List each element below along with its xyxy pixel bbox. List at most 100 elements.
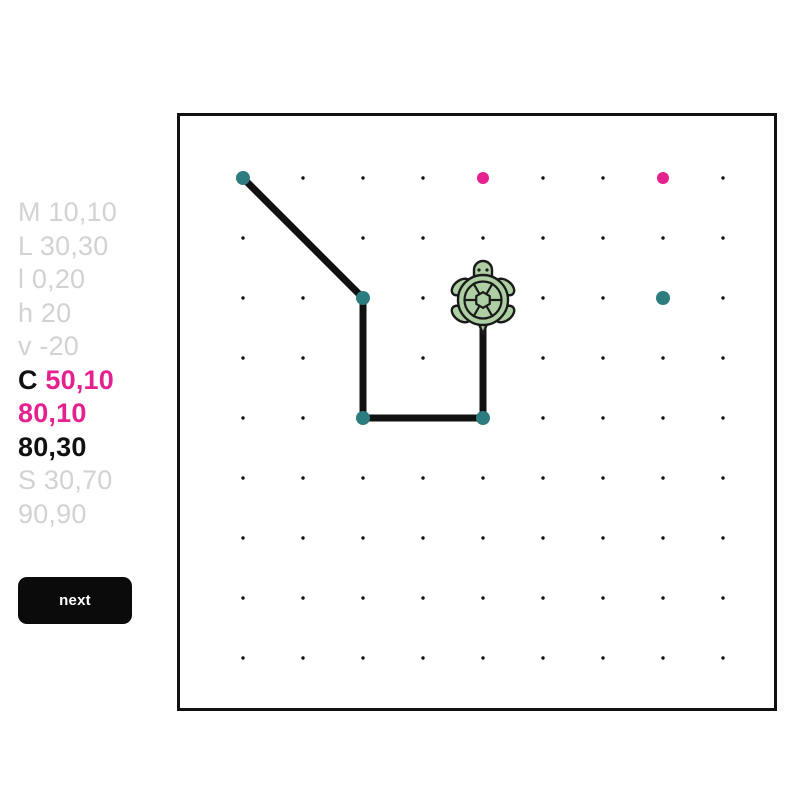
grid-dot — [421, 176, 425, 180]
grid-dot — [421, 536, 425, 540]
grid-dot — [721, 476, 725, 480]
grid-dot — [721, 356, 725, 360]
grid-dot — [541, 536, 545, 540]
command-line: 80,10 — [18, 397, 168, 431]
grid-dot — [721, 236, 725, 240]
grid-dot — [661, 656, 665, 660]
grid-dot — [721, 416, 725, 420]
command-line: h 20 — [18, 297, 168, 331]
grid-dot — [601, 536, 605, 540]
grid-dot — [241, 236, 245, 240]
grid-dot — [721, 656, 725, 660]
turtle-shell-scute-divider — [485, 305, 494, 318]
grid-dot — [661, 236, 665, 240]
command-token: v — [18, 331, 32, 361]
vertex-dot — [476, 411, 490, 425]
bezier-endpoint-marker — [656, 291, 670, 305]
grid-dot — [361, 476, 365, 480]
grid-dot — [301, 476, 305, 480]
grid-dot — [241, 296, 245, 300]
drawing-canvas — [236, 171, 725, 660]
grid-dot — [541, 356, 545, 360]
turtle-shell-center — [475, 290, 491, 310]
turtle-body — [450, 259, 516, 336]
grid-dot — [541, 176, 545, 180]
grid-dot — [541, 476, 545, 480]
command-token: 10,10 — [40, 197, 117, 227]
command-line: 80,30 — [18, 431, 168, 465]
grid-dot — [421, 356, 425, 360]
grid-dot — [241, 596, 245, 600]
grid-dot — [301, 176, 305, 180]
grid-dot — [361, 236, 365, 240]
command-token: l — [18, 264, 25, 294]
command-line: C 50,10 — [18, 364, 168, 398]
grid-dot — [241, 476, 245, 480]
grid-dot — [241, 416, 245, 420]
grid-dot — [601, 176, 605, 180]
turtle-icon — [450, 259, 516, 336]
grid-dot — [601, 596, 605, 600]
path-vertex-markers — [236, 171, 490, 425]
next-button[interactable]: next — [18, 577, 132, 624]
grid-dot — [541, 296, 545, 300]
command-list: M 10,10 L 30,30 l 0,20 h 20 v -20 C 50,10 80,1… — [18, 196, 168, 531]
grid-dot — [301, 536, 305, 540]
grid-dot — [361, 536, 365, 540]
command-token: 90,90 — [18, 498, 87, 529]
grid-dot — [721, 176, 725, 180]
command-token: 20 — [33, 297, 72, 328]
grid-dot — [721, 296, 725, 300]
grid-dot — [601, 656, 605, 660]
command-token: S — [18, 465, 37, 495]
grid-dot — [361, 176, 365, 180]
command-token: 30,70 — [36, 465, 113, 495]
command-token: L — [18, 230, 33, 261]
grid-dot — [361, 596, 365, 600]
grid-dot — [301, 596, 305, 600]
command-token: 0,20 — [24, 264, 86, 294]
grid-dot — [481, 536, 485, 540]
grid-dot — [481, 476, 485, 480]
grid-dot — [301, 296, 305, 300]
turtle-shell-scute-divider — [485, 282, 494, 295]
grid-dot — [721, 536, 725, 540]
grid-dot — [541, 416, 545, 420]
command-token: M — [18, 197, 41, 227]
grid-dot — [541, 236, 545, 240]
grid-dot — [661, 476, 665, 480]
grid-dot — [661, 416, 665, 420]
grid-dot — [601, 296, 605, 300]
vertex-dot — [236, 171, 250, 185]
command-token: h — [18, 297, 34, 328]
grid-dot — [421, 476, 425, 480]
turtle-eye-right — [485, 268, 489, 272]
grid-dot — [661, 596, 665, 600]
endpoint-dot — [656, 291, 670, 305]
grid-dot — [301, 656, 305, 660]
command-line: S 30,70 — [18, 464, 168, 498]
bezier-control-points — [477, 172, 669, 184]
command-token: 30,30 — [32, 230, 109, 261]
grid-dot — [301, 416, 305, 420]
command-line: 90,90 — [18, 498, 168, 532]
command-token: 80,30 — [18, 431, 87, 462]
grid-dot — [541, 656, 545, 660]
command-line: l 0,20 — [18, 263, 168, 297]
command-token: 80,10 — [18, 398, 87, 428]
command-line: v -20 — [18, 330, 168, 364]
command-line: M 10,10 — [18, 196, 168, 230]
grid-dot — [661, 356, 665, 360]
turtle-eye-left — [477, 268, 481, 272]
grid-dot — [541, 596, 545, 600]
grid-dot — [721, 596, 725, 600]
command-token: C — [18, 364, 38, 395]
drawing-canvas-frame — [177, 113, 777, 711]
grid-dot — [241, 356, 245, 360]
control-point-dot — [657, 172, 669, 184]
control-point-dot — [477, 172, 489, 184]
grid-dot — [481, 656, 485, 660]
grid-dot — [601, 416, 605, 420]
turtle-shell-scute-divider — [472, 282, 481, 295]
